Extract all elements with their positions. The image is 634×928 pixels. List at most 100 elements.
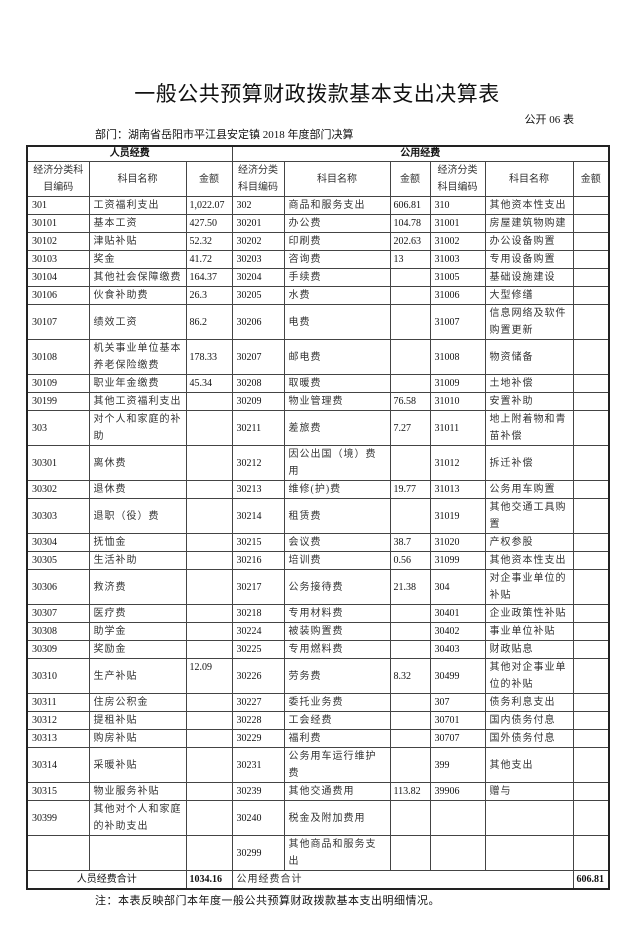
code-cell: 30203 <box>231 250 285 269</box>
code-cell: 30103 <box>26 250 90 269</box>
code-cell: 30209 <box>231 392 285 411</box>
amount-cell: 19.77 <box>389 480 431 499</box>
amount-cell <box>572 250 610 269</box>
amount-cell <box>572 498 610 534</box>
name-cell: 劳务费 <box>283 658 391 694</box>
table-row: 30103 奖金 41.72 30203 咨询费 13 31003 专用设备购置 <box>26 250 610 269</box>
amount-cell <box>185 498 233 534</box>
name-cell: 房屋建筑物购建 <box>484 214 574 233</box>
amount-cell: 164.37 <box>185 268 233 287</box>
code-cell: 30306 <box>26 569 90 605</box>
code-cell: 30299 <box>231 835 285 871</box>
amount-cell <box>389 498 431 534</box>
name-cell: 奖金 <box>88 250 187 269</box>
code-cell: 30314 <box>26 747 90 783</box>
code-cell: 30107 <box>26 304 90 340</box>
name-cell: 基础设施建设 <box>484 268 574 287</box>
code-cell: 30217 <box>231 569 285 605</box>
amount-cell <box>185 569 233 605</box>
code-cell: 31005 <box>429 268 486 287</box>
name-cell: 会议费 <box>283 533 391 552</box>
code-cell: 31009 <box>429 374 486 393</box>
amount-cell <box>185 622 233 641</box>
column-header-row: 经济分类科目编码 科目名称 金额 经济分类科目编码 科目名称 金额 经济分类科目… <box>26 161 610 197</box>
code-cell: 31013 <box>429 480 486 499</box>
name-cell <box>484 800 574 836</box>
name-cell: 对企事业单位的补贴 <box>484 569 574 605</box>
table-row: 30313 购房补贴 30229 福利费 30707 国外债务付息 <box>26 729 610 748</box>
code-cell: 30308 <box>26 622 90 641</box>
name-cell: 职业年金缴费 <box>88 374 187 393</box>
name-cell: 离休费 <box>88 445 187 481</box>
code-cell: 30229 <box>231 729 285 748</box>
code-cell: 31019 <box>429 498 486 534</box>
table-row: 30109 职业年金缴费 45.34 30208 取暖费 31009 土地补偿 <box>26 374 610 393</box>
name-cell: 维修(护)费 <box>283 480 391 499</box>
code-cell: 30104 <box>26 268 90 287</box>
name-cell: 其他社会保障缴费 <box>88 268 187 287</box>
code-cell: 303 <box>26 410 90 446</box>
name-cell: 专用设备购置 <box>484 250 574 269</box>
code-header: 经济分类科目编码 <box>429 161 486 197</box>
name-cell: 工会经费 <box>283 711 391 730</box>
table-row: 30302 退休费 30213 维修(护)费 19.77 31013 公务用车购置 <box>26 480 610 499</box>
amount-cell: 202.63 <box>389 232 431 251</box>
amount-cell <box>185 392 233 411</box>
table-row: 30312 提租补贴 30228 工会经费 30701 国内债务付息 <box>26 711 610 730</box>
code-cell <box>429 800 486 836</box>
code-cell: 30707 <box>429 729 486 748</box>
code-cell: 30302 <box>26 480 90 499</box>
amount-cell <box>572 782 610 801</box>
name-cell: 商品和服务支出 <box>283 196 391 215</box>
amount-cell <box>572 533 610 552</box>
table-row: 30304 抚恤金 30215 会议费 38.7 31020 产权参股 <box>26 533 610 552</box>
name-cell: 退职（役）费 <box>88 498 187 534</box>
amount-cell <box>185 729 233 748</box>
table-row: 30107 绩效工资 86.2 30206 电费 31007 信息网络及软件购置更新 <box>26 304 610 340</box>
name-cell: 生产补贴 <box>88 658 187 694</box>
name-cell: 采暖补贴 <box>88 747 187 783</box>
table-row: 30101 基本工资 427.50 30201 办公费 104.78 31001 房屋建筑物购… <box>26 214 610 233</box>
public-header: 公用经费 <box>231 145 610 162</box>
name-cell <box>484 835 574 871</box>
amount-cell: 13 <box>389 250 431 269</box>
code-cell: 30227 <box>231 693 285 712</box>
code-cell: 30224 <box>231 622 285 641</box>
amount-cell <box>572 410 610 446</box>
name-cell: 水费 <box>283 286 391 305</box>
amount-cell <box>185 480 233 499</box>
code-cell: 301 <box>26 196 90 215</box>
code-cell: 30231 <box>231 747 285 783</box>
amount-cell <box>572 729 610 748</box>
amount-cell <box>185 800 233 836</box>
name-cell: 退休费 <box>88 480 187 499</box>
name-cell: 其他工资福利支出 <box>88 392 187 411</box>
amount-cell <box>185 835 233 871</box>
code-cell: 30311 <box>26 693 90 712</box>
amount-cell: 45.34 <box>185 374 233 393</box>
code-cell: 30301 <box>26 445 90 481</box>
name-cell: 手续费 <box>283 268 391 287</box>
code-cell: 31020 <box>429 533 486 552</box>
table-row: 303 对个人和家庭的补助 30211 差旅费 7.27 31011 地上附着物和青苗补偿 <box>26 410 610 446</box>
amount-cell <box>389 711 431 730</box>
amount-cell: 0.56 <box>389 551 431 570</box>
name-cell: 专用材料费 <box>283 604 391 623</box>
amount-cell <box>185 747 233 783</box>
code-cell: 30310 <box>26 658 90 694</box>
amount-cell: 26.3 <box>185 286 233 305</box>
code-cell: 30313 <box>26 729 90 748</box>
code-cell: 30225 <box>231 640 285 659</box>
amount-header: 金额 <box>572 161 610 197</box>
code-header: 经济分类科目编码 <box>26 161 90 197</box>
code-cell: 302 <box>231 196 285 215</box>
name-cell: 医疗费 <box>88 604 187 623</box>
name-cell: 救济费 <box>88 569 187 605</box>
name-cell: 工资福利支出 <box>88 196 187 215</box>
name-header: 科目名称 <box>484 161 574 197</box>
code-cell: 30315 <box>26 782 90 801</box>
name-cell: 伙食补助费 <box>88 286 187 305</box>
code-cell: 30216 <box>231 551 285 570</box>
amount-cell <box>572 480 610 499</box>
name-cell: 其他资本性支出 <box>484 551 574 570</box>
